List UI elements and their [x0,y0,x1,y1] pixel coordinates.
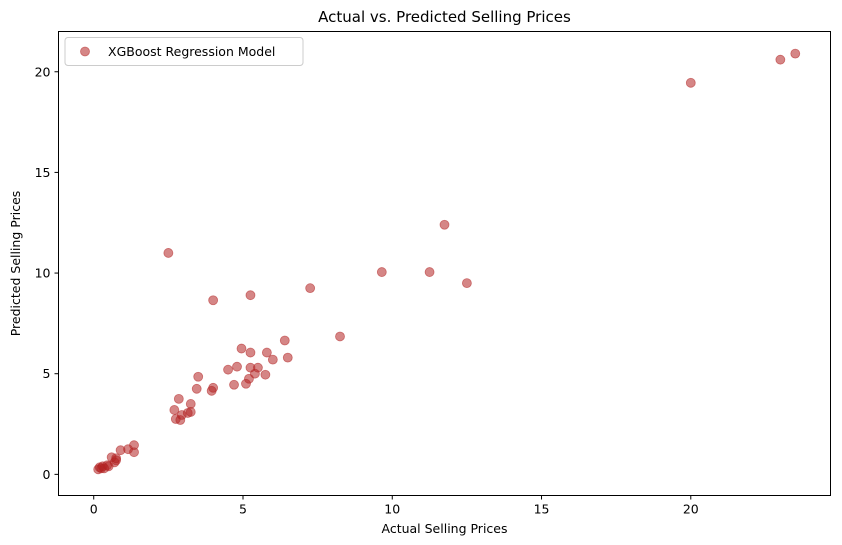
data-point [193,371,204,382]
x-tick-label: 15 [534,502,550,517]
data-point [111,453,122,464]
legend-label: XGBoost Regression Model [108,44,275,59]
legend: XGBoost Regression Model [64,37,304,66]
y-tick-label: 5 [43,366,51,381]
y-axis-label: Predicted Selling Prices [8,191,23,337]
y-tick-label: 10 [35,266,51,281]
y-tick-label: 0 [43,467,51,482]
data-point [267,354,278,365]
data-point [261,347,272,358]
y-tick-label: 15 [35,165,51,180]
data-point [223,364,233,375]
data-point [208,295,219,306]
x-tick-label: 20 [683,502,699,517]
data-point [129,447,139,458]
data-point [253,362,263,373]
data-point [163,248,174,258]
chart-title: Actual vs. Predicted Selling Prices [318,8,571,26]
data-point [236,343,247,354]
data-point [461,278,472,289]
data-point [185,399,196,409]
data-points-layer [93,48,801,475]
data-point [173,393,184,404]
data-point [245,347,256,358]
data-point [790,48,801,59]
data-point [208,382,219,393]
x-tick-label: 5 [239,502,247,517]
data-point [439,219,450,230]
data-point [229,379,239,390]
data-point [685,77,696,88]
y-tick-label: 20 [35,64,51,79]
data-point [279,335,290,346]
y-axis-ticks: 0 5 10 15 20 [35,64,59,482]
data-point [260,369,271,380]
data-point [191,383,202,394]
data-point [232,361,242,372]
x-tick-label: 10 [384,502,400,517]
plot-frame [58,31,831,496]
data-point [305,283,316,294]
x-axis-ticks: 0 5 10 15 20 [90,495,699,517]
x-axis-label: Actual Selling Prices [381,521,507,536]
legend-box [64,37,304,66]
data-point [775,54,786,65]
data-point [245,290,256,301]
data-point [424,267,435,277]
legend-marker [80,46,90,57]
data-point [282,352,293,363]
x-tick-label: 0 [90,502,98,517]
data-point [376,267,387,277]
data-point [335,331,345,342]
